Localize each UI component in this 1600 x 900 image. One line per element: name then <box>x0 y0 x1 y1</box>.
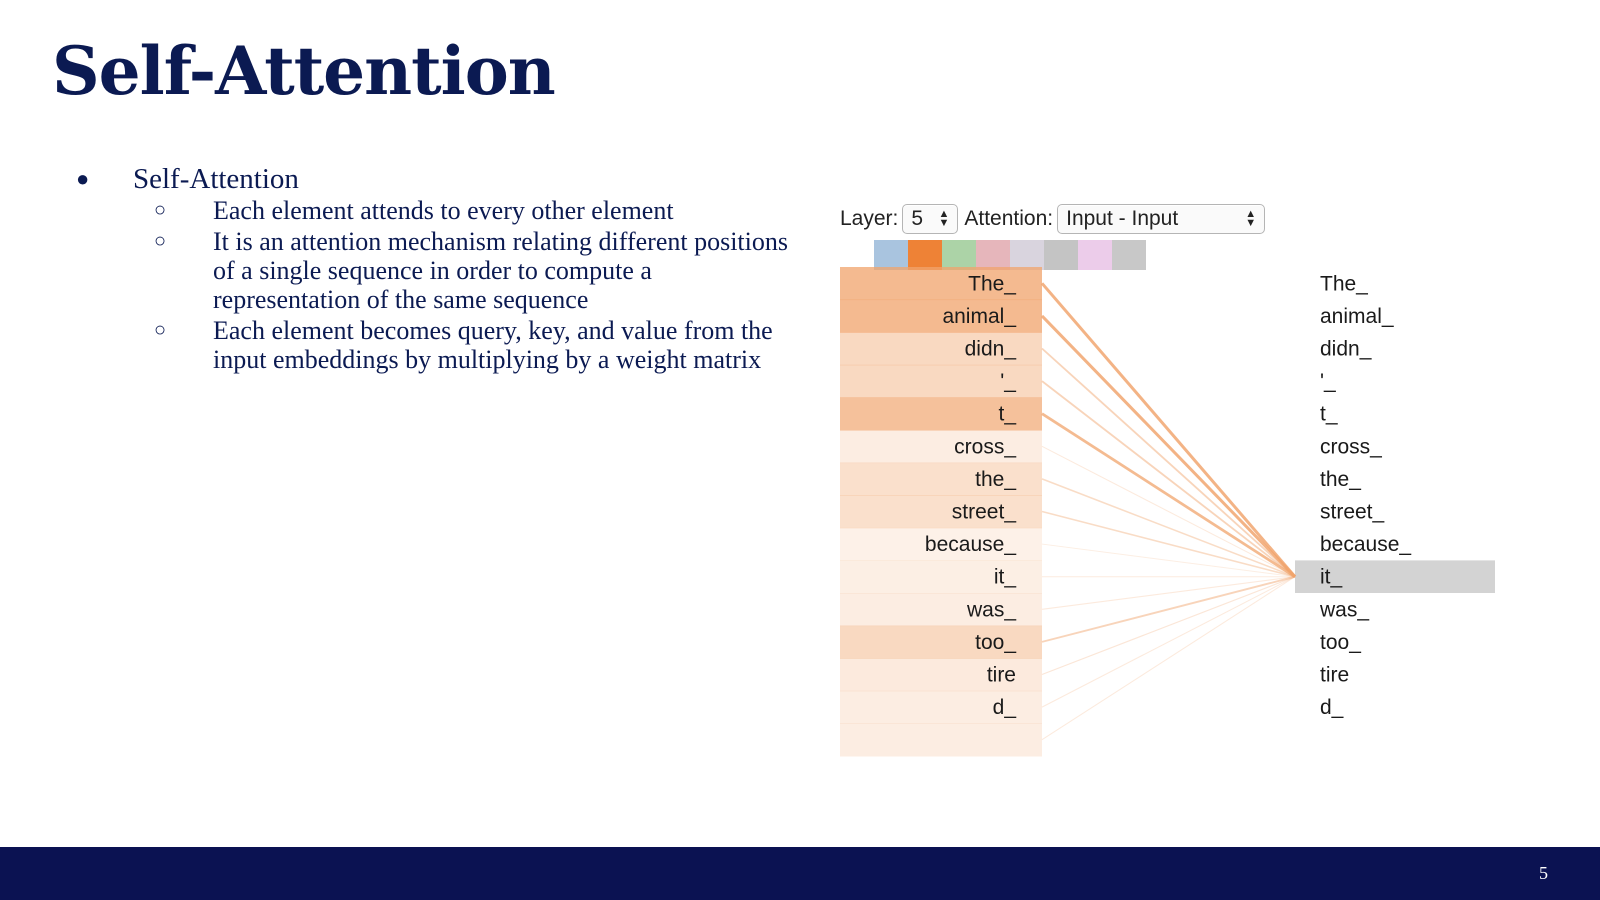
right-token[interactable]: animal_ <box>1320 305 1394 328</box>
sub-bullet: ○ Each element attends to every other el… <box>76 196 796 225</box>
left-token-bg <box>840 397 1042 431</box>
left-token-bg <box>840 593 1042 627</box>
bullet-list: ● Self-Attention ○ Each element attends … <box>76 162 796 376</box>
left-token[interactable]: animal_ <box>942 305 1016 328</box>
bullet-dot-icon: ● <box>76 166 90 191</box>
sub-bullet-list: ○ Each element attends to every other el… <box>76 196 796 374</box>
attention-line <box>1041 445 1296 578</box>
left-token[interactable]: The_ <box>968 272 1016 295</box>
attention-line <box>1040 282 1297 578</box>
sub-bullet: ○ Each element becomes query, key, and v… <box>76 316 796 374</box>
sub-bullet-text: Each element becomes query, key, and val… <box>213 316 773 374</box>
head-swatch[interactable] <box>942 240 976 270</box>
page-number: 5 <box>1539 863 1548 883</box>
left-token[interactable]: cross_ <box>954 435 1016 458</box>
attention-graph: The_ animal_ didn_ '_ t_ cross_ the_ street_bec… <box>840 267 1495 757</box>
select-arrows-icon: ▲ ▼ <box>938 208 950 229</box>
left-token-bg <box>840 495 1042 529</box>
attention-line <box>1041 347 1296 578</box>
left-token[interactable]: too_ <box>975 631 1016 654</box>
left-token[interactable]: it_ <box>994 566 1017 589</box>
left-token[interactable]: tire <box>987 664 1016 687</box>
right-token[interactable]: the_ <box>1320 468 1361 491</box>
sub-bullet-text: It is an attention mechanism relating di… <box>213 227 788 314</box>
right-token[interactable]: because_ <box>1320 533 1411 556</box>
attention-line <box>1041 412 1296 578</box>
right-token[interactable]: tire <box>1320 664 1349 687</box>
head-swatch[interactable] <box>976 240 1010 270</box>
attention-line <box>1041 576 1296 610</box>
left-token[interactable]: d_ <box>993 696 1017 719</box>
head-swatch[interactable] <box>1112 240 1146 270</box>
selected-token-highlight <box>1295 560 1495 593</box>
head-swatch[interactable] <box>908 240 942 270</box>
left-token-bg <box>840 690 1042 724</box>
right-token[interactable]: was_ <box>1319 598 1369 621</box>
head-swatch[interactable] <box>1078 240 1112 270</box>
right-token[interactable]: street_ <box>1320 501 1385 524</box>
bullet-circle-icon: ○ <box>154 230 167 252</box>
right-token[interactable]: too_ <box>1320 631 1361 654</box>
bullet-circle-icon: ○ <box>154 319 167 341</box>
attention-line <box>1041 543 1296 578</box>
left-token[interactable]: t_ <box>998 403 1016 426</box>
attention-visualization: Layer: 5 ▲ ▼ Attention: Input - Input ▲ ▼ … <box>840 195 1530 775</box>
head-swatch[interactable] <box>874 240 908 270</box>
left-token[interactable]: because_ <box>925 533 1016 556</box>
layer-label: Layer: <box>840 207 899 230</box>
attention-line <box>1041 575 1296 643</box>
left-token[interactable]: was_ <box>966 598 1016 621</box>
head-swatch[interactable] <box>1010 240 1044 270</box>
footer-bar: 5 <box>0 847 1600 900</box>
left-token-bg <box>840 332 1042 366</box>
right-token[interactable]: it_ <box>1320 566 1343 589</box>
attention-line <box>1041 576 1296 741</box>
attention-line <box>1040 314 1297 578</box>
right-token[interactable]: d_ <box>1320 696 1344 719</box>
left-token[interactable]: the_ <box>975 468 1016 491</box>
left-token-bg <box>840 430 1042 464</box>
select-arrows-icon: ▲ ▼ <box>1245 208 1257 229</box>
attention-line <box>1041 380 1296 578</box>
left-token[interactable]: '_ <box>1000 370 1016 393</box>
right-token[interactable]: t_ <box>1320 403 1338 426</box>
bullet-main: ● Self-Attention <box>76 162 796 196</box>
right-token[interactable]: cross_ <box>1320 435 1382 458</box>
attention-line <box>1041 510 1296 578</box>
bullet-circle-icon: ○ <box>154 199 167 221</box>
sub-bullet-text: Each element attends to every other elem… <box>213 196 674 225</box>
bullet-main-text: Self-Attention <box>133 163 299 195</box>
left-token[interactable]: didn_ <box>965 338 1017 361</box>
attention-label: Attention: <box>964 207 1054 230</box>
left-token[interactable]: street_ <box>952 501 1017 524</box>
right-token[interactable]: '_ <box>1320 370 1336 393</box>
attention-select[interactable]: Input - Input ▲ ▼ <box>1057 204 1266 234</box>
right-token[interactable]: didn_ <box>1320 338 1372 361</box>
head-color-swatches <box>874 240 1146 270</box>
layer-select-value: 5 <box>911 207 924 230</box>
left-token-bg <box>840 658 1042 692</box>
head-swatch[interactable] <box>1044 240 1078 270</box>
attention-select-value: Input - Input <box>1066 207 1179 230</box>
left-token-bg <box>840 299 1042 333</box>
right-token[interactable]: The_ <box>1320 272 1368 295</box>
attention-line <box>1041 576 1296 708</box>
left-token-bg <box>840 723 1042 757</box>
attention-line <box>1041 478 1296 578</box>
slide-title: Self-Attention <box>52 32 556 110</box>
layer-select[interactable]: 5 ▲ ▼ <box>902 204 959 234</box>
sub-bullet: ○ It is an attention mechanism relating … <box>76 227 796 314</box>
left-token-bg <box>840 625 1042 659</box>
attention-line <box>1041 576 1296 676</box>
viz-controls: Layer: 5 ▲ ▼ Attention: Input - Input ▲ ▼ <box>840 203 1271 235</box>
left-token-bg <box>840 527 1042 561</box>
left-token-bg <box>840 560 1042 594</box>
left-token-bg <box>840 462 1042 496</box>
left-token-bg <box>840 267 1042 301</box>
left-token-bg <box>840 364 1042 398</box>
